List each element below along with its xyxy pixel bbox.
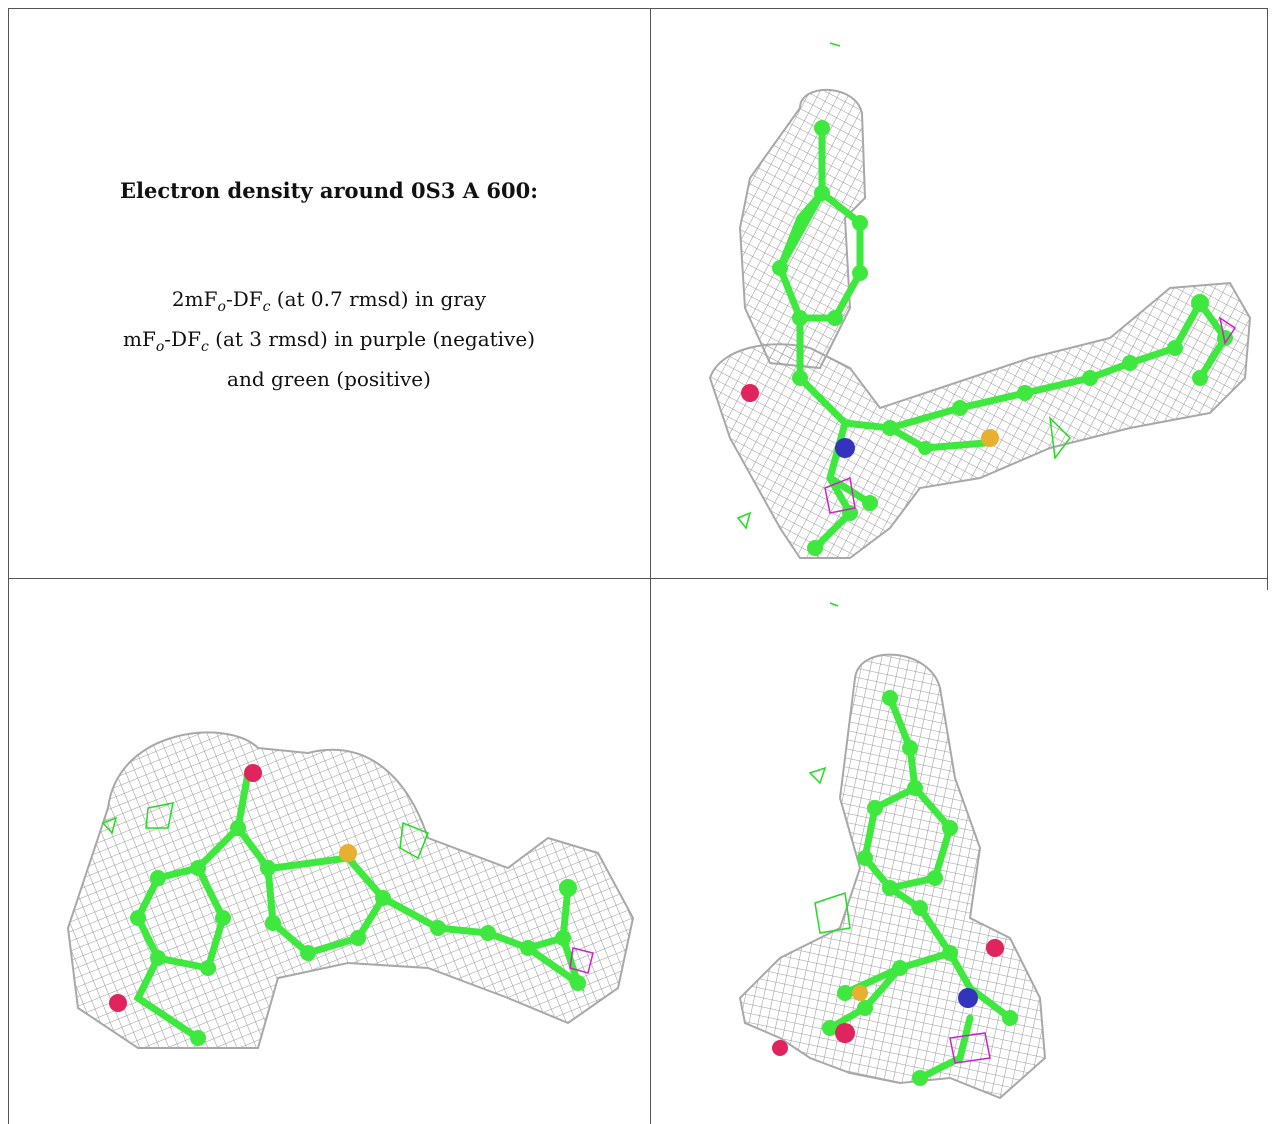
nitrogen-atom: [835, 438, 855, 458]
density-render-3: [738, 602, 1047, 1100]
carbon-atoms: [772, 120, 1233, 556]
caption-line-3: and green (positive): [227, 367, 431, 391]
table-divider-vertical: [650, 8, 651, 1124]
oxygen-atom: [835, 1023, 855, 1043]
carbon-atoms: [130, 820, 586, 1046]
table-border-top: [8, 8, 1268, 9]
negative-difference-density: [569, 947, 594, 974]
gray-density-mesh: [738, 653, 1047, 1100]
negative-difference-density: [824, 316, 1237, 514]
caption-line-1: 2mFo-DFc (at 0.7 rmsd) in gray: [171, 287, 487, 315]
sulfur-atom: [981, 429, 999, 447]
view-bottom-left: [8, 578, 650, 1124]
table-border-left: [8, 8, 9, 1124]
nitrogen-atom: [958, 988, 978, 1008]
positive-difference-density: [736, 42, 1071, 530]
view-bottom-right: [650, 578, 1268, 1124]
caption-title: Electron density around 0S3 A 600:: [120, 178, 538, 203]
density-figure: Electron density around 0S3 A 600: 2mFo-…: [8, 8, 1268, 1124]
oxygen-atom: [244, 764, 262, 782]
negative-difference-density: [949, 1032, 991, 1064]
density-render-1: [708, 42, 1252, 559]
caption-line-2: mFo-DFc (at 3 rmsd) in purple (negative): [123, 327, 535, 355]
oxygen-atom: [109, 994, 127, 1012]
caption-cell: Electron density around 0S3 A 600: 2mFo-…: [8, 8, 650, 578]
sulfur-atom: [339, 844, 357, 862]
table-divider-horizontal: [8, 578, 1268, 579]
positive-difference-density: [101, 802, 429, 860]
oxygen-atom: [772, 1040, 788, 1056]
caption-body: 2mFo-DFc (at 0.7 rmsd) in gray mFo-DFc (…: [8, 283, 650, 395]
gray-density-mesh: [708, 88, 1252, 559]
oxygen-atom: [986, 939, 1004, 957]
density-render-2: [66, 731, 635, 1049]
table-border-right: [1267, 8, 1268, 590]
positive-difference-density: [808, 602, 851, 934]
carbon-atoms: [822, 690, 1018, 1086]
sulfur-atom: [852, 985, 868, 1001]
view-top-right: [650, 8, 1268, 578]
oxygen-atom: [741, 384, 759, 402]
